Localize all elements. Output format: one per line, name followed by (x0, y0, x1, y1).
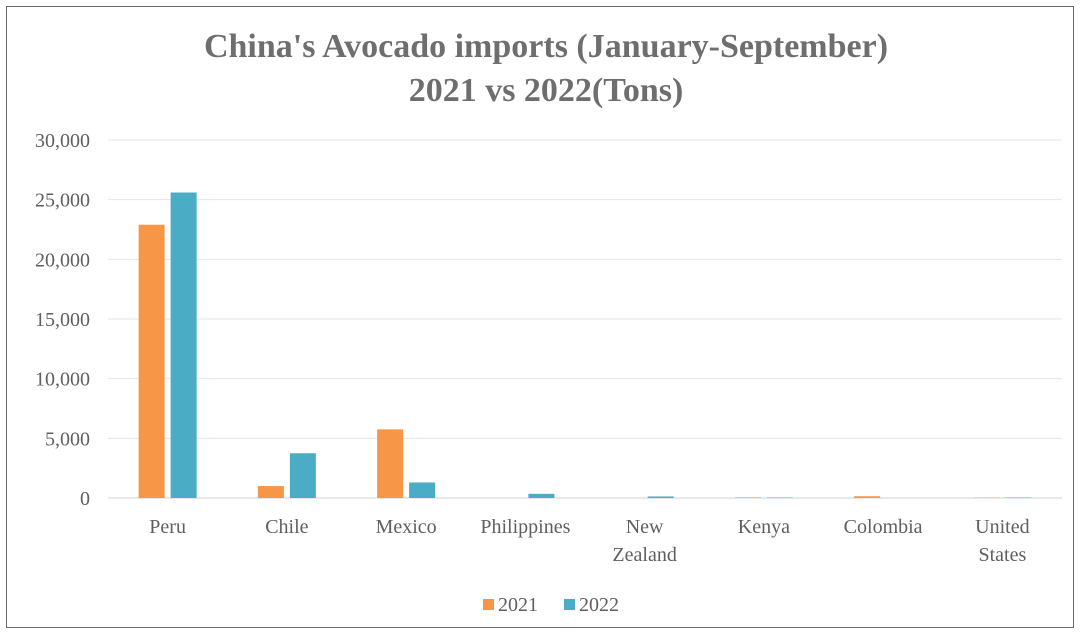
x-category-label: Kenya (738, 516, 790, 538)
chart-title-line-1: China's Avocado imports (January-Septemb… (204, 28, 888, 65)
legend-swatch-2022 (564, 599, 575, 610)
y-tick-label: 15,000 (35, 309, 90, 331)
bar-2022-2 (409, 482, 435, 498)
x-category-label: United States (975, 516, 1029, 566)
y-tick-label: 5,000 (45, 428, 90, 450)
y-tick-label: 25,000 (35, 190, 90, 212)
bar-2022-3 (528, 494, 554, 498)
x-category-label: Peru (149, 516, 186, 538)
legend-label-2021: 2021 (498, 594, 538, 616)
y-tick-label: 0 (80, 488, 90, 510)
x-category-label: New Zealand (612, 516, 676, 566)
x-category-label: Mexico (376, 516, 437, 538)
y-tick-label: 10,000 (35, 369, 90, 391)
x-category-label: Colombia (844, 516, 923, 538)
bar-2022-0 (171, 193, 197, 498)
bar-2021-1 (258, 486, 284, 498)
bar-2022-1 (290, 453, 316, 498)
x-category-label: Chile (265, 516, 308, 538)
legend-label-2022: 2022 (579, 594, 619, 616)
bar-2021-0 (139, 225, 165, 498)
y-tick-label: 20,000 (35, 249, 90, 271)
x-category-label: Philippines (480, 516, 570, 538)
bar-2021-2 (377, 429, 403, 498)
legend-swatch-2021 (483, 599, 494, 610)
y-tick-label: 30,000 (35, 130, 90, 152)
bar-2022-4 (648, 496, 674, 498)
bar-2021-5 (735, 497, 761, 498)
bar-2021-6 (854, 496, 880, 498)
chart-title-line-2: 2021 vs 2022(Tons) (409, 72, 684, 109)
